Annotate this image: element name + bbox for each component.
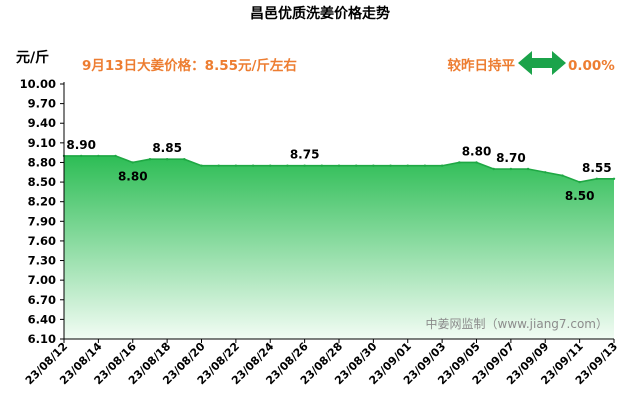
y-tick-label: 7.30 xyxy=(28,254,56,268)
price-area-fill xyxy=(64,155,614,339)
data-point xyxy=(544,171,547,174)
price-note: 9月13日大姜价格：8.55元/斤左右 xyxy=(82,57,297,74)
data-point xyxy=(320,164,324,167)
data-point xyxy=(458,161,461,164)
data-point xyxy=(595,177,599,181)
data-point xyxy=(269,164,272,167)
y-tick-label: 7.90 xyxy=(28,214,56,228)
data-point xyxy=(354,164,358,167)
data-point xyxy=(578,180,581,184)
data-point xyxy=(389,164,392,167)
data-point xyxy=(183,157,186,161)
data-label: 8.75 xyxy=(290,148,320,162)
y-axis-unit-label: 元/斤 xyxy=(16,49,49,66)
y-tick-label: 6.10 xyxy=(28,332,56,346)
data-label: 8.80 xyxy=(462,144,492,158)
y-tick-label: 10.00 xyxy=(20,77,56,91)
data-point xyxy=(148,157,152,161)
data-point xyxy=(165,157,169,161)
y-tick-label: 9.10 xyxy=(28,136,56,150)
y-tick-label: 6.70 xyxy=(28,293,56,307)
y-tick-label: 9.40 xyxy=(28,116,56,130)
change-value: 0.00% xyxy=(568,58,615,74)
y-axis-ticks: 10.00 9.70 9.40 9.10 8.80 8.50 8.20 7.90 7.60 7.3… xyxy=(20,77,64,346)
data-point xyxy=(423,164,427,167)
y-tick-label: 8.50 xyxy=(28,175,56,189)
data-point xyxy=(509,167,513,171)
data-point xyxy=(286,164,289,167)
change-label: 较昨日持平 xyxy=(448,57,516,74)
chart-title: 昌邑优质洗姜价格走势 xyxy=(250,5,390,22)
data-point xyxy=(372,164,375,167)
y-tick-label: 8.80 xyxy=(28,155,56,169)
data-label: 8.70 xyxy=(496,151,526,165)
data-labels: 8.90 8.80 8.85 8.75 8.80 8.70 8.50 8.55 xyxy=(66,138,611,203)
x-axis-ticks: 23/08/1223/08/1423/08/1623/08/1823/08/20… xyxy=(23,339,620,387)
data-point xyxy=(337,164,341,167)
data-point xyxy=(234,164,238,167)
data-point xyxy=(131,161,134,164)
data-point xyxy=(303,164,306,167)
y-tick-label: 9.70 xyxy=(28,97,56,111)
data-point xyxy=(97,154,100,158)
data-point xyxy=(200,164,203,167)
y-tick-label: 7.00 xyxy=(28,273,56,287)
data-label: 8.80 xyxy=(118,169,148,183)
data-point xyxy=(217,164,220,167)
double-arrow-icon xyxy=(518,51,566,75)
source-watermark: 中姜网监制（www.jiang7.com） xyxy=(426,316,608,331)
data-point xyxy=(251,164,255,167)
data-point xyxy=(114,154,117,158)
y-tick-label: 7.60 xyxy=(28,234,56,248)
data-point xyxy=(475,161,478,164)
data-point xyxy=(612,177,616,181)
data-label: 8.55 xyxy=(582,161,612,175)
plot-area xyxy=(62,82,616,340)
data-point xyxy=(492,167,495,171)
data-point xyxy=(526,167,530,171)
data-label: 8.90 xyxy=(66,138,96,152)
data-label: 8.85 xyxy=(152,141,182,155)
data-label: 8.50 xyxy=(565,189,595,203)
y-tick-label: 6.40 xyxy=(28,312,56,326)
data-point xyxy=(79,154,83,158)
y-tick-label: 8.20 xyxy=(28,195,56,209)
data-point xyxy=(440,164,444,167)
data-point xyxy=(406,164,409,167)
data-point xyxy=(561,174,564,177)
